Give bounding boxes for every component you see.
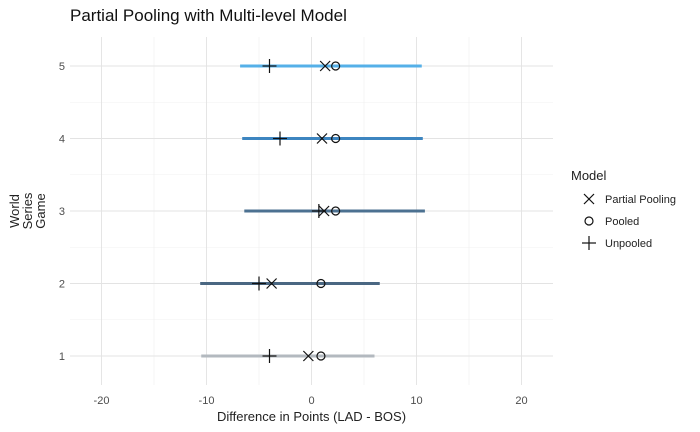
y-tick-label: 1 bbox=[59, 351, 65, 363]
y-axis-title-line: Game bbox=[33, 193, 48, 228]
pooled-point bbox=[316, 351, 326, 361]
pooled-point bbox=[331, 206, 341, 216]
unpooled-point bbox=[311, 204, 326, 218]
partial-pooling-point bbox=[266, 278, 278, 289]
legend-label-pooled: Pooled bbox=[605, 216, 639, 228]
y-tick-label: 5 bbox=[59, 61, 65, 73]
unpooled-point bbox=[262, 349, 277, 363]
pooled-point bbox=[316, 278, 326, 289]
pooled-point bbox=[331, 61, 341, 71]
partial-pooling-point bbox=[316, 133, 328, 144]
y-tick-label: 2 bbox=[59, 279, 65, 291]
legend-label-partial-pooling: Partial Pooling bbox=[605, 194, 676, 206]
x-tick-label: 20 bbox=[515, 395, 527, 407]
y-axis-title-line: Series bbox=[20, 192, 35, 229]
legend-key-pooled bbox=[584, 216, 594, 226]
unpooled-point bbox=[262, 59, 277, 73]
y-tick-label: 4 bbox=[59, 134, 65, 146]
legend-title: Model bbox=[571, 168, 607, 183]
x-tick-label: -10 bbox=[199, 395, 215, 407]
x-tick-label: 10 bbox=[410, 395, 422, 407]
unpooled-point bbox=[252, 276, 266, 291]
y-axis-title: WorldSeriesGame bbox=[7, 192, 48, 229]
x-axis-title: Difference in Points (LAD - BOS) bbox=[217, 409, 406, 424]
legend-label-unpooled: Unpooled bbox=[605, 238, 652, 250]
pooled-point bbox=[331, 133, 341, 144]
partial-pooling-point bbox=[302, 350, 314, 362]
unpooled-point bbox=[273, 131, 287, 146]
x-tick-label: 0 bbox=[308, 395, 314, 407]
x-tick-label: -20 bbox=[94, 395, 110, 407]
chart-title: Partial Pooling with Multi-level Model bbox=[70, 6, 347, 25]
y-axis-title-line: World bbox=[7, 194, 22, 228]
legend-key-partial-pooling bbox=[583, 193, 595, 205]
legend: Model Partial Pooling Pooled Unpooled bbox=[571, 168, 676, 250]
y-tick-label: 3 bbox=[59, 206, 65, 218]
legend-key-unpooled bbox=[582, 236, 596, 250]
partial-pooling-point bbox=[319, 60, 331, 72]
